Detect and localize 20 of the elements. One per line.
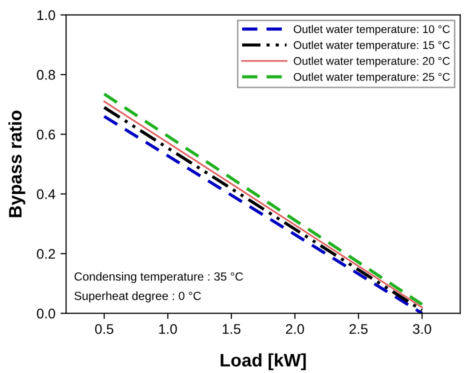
annotation: Superheat degree : 0 °C	[74, 291, 201, 302]
legend-label: Outlet water temperature: 10 °C	[294, 24, 450, 36]
x-tick-label: 2.0	[286, 324, 304, 334]
y-axis-title: Bypass ratio	[8, 110, 26, 218]
legend-label: Outlet water temperature: 15 °C	[294, 40, 450, 52]
y-tick-label: 0.6	[36, 130, 56, 140]
y-tick-label: 1.0	[37, 10, 56, 20]
x-tick-label: 0.5	[95, 324, 114, 334]
x-tick-label: 3.0	[412, 324, 432, 334]
x-axis-title: Load [kW]	[220, 353, 306, 370]
legend-label: Outlet water temperature: 20 °C	[294, 56, 450, 68]
x-tick-label: 1.5	[222, 324, 240, 334]
y-tick-label: 0.8	[36, 70, 56, 80]
legend-label: Outlet water temperature: 25 °C	[294, 72, 450, 84]
annotation: Condensing temperature : 35 °C	[74, 272, 243, 284]
y-tick-label: 0.4	[36, 189, 56, 200]
x-tick-label: 2.5	[350, 324, 368, 334]
y-tick-label: 0.0	[36, 308, 56, 318]
x-tick-label: 1.0	[159, 324, 177, 334]
y-tick-label: 0.2	[36, 248, 55, 259]
